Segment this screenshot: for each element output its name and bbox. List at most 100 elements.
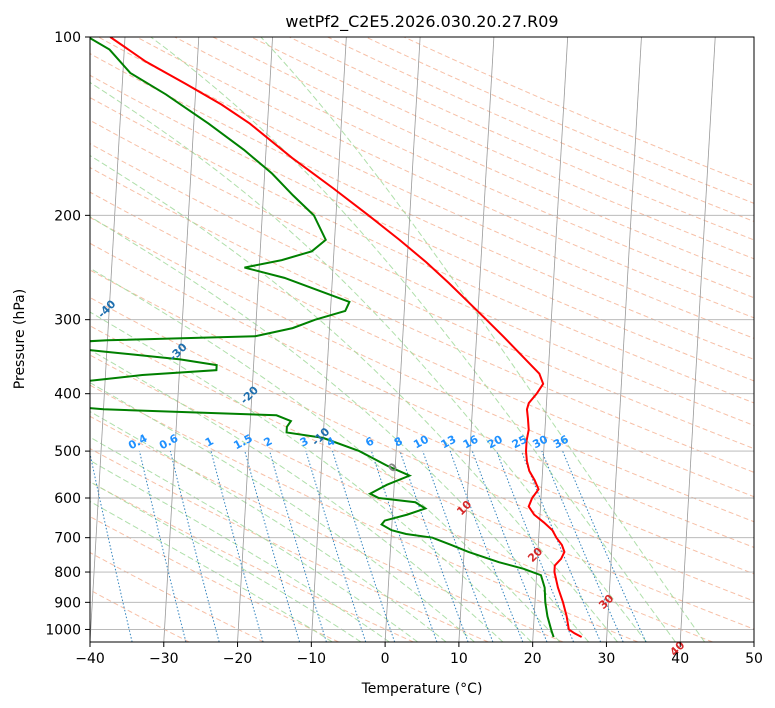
y-tick-label: 600 [54, 491, 81, 507]
isotherm-line [532, 37, 569, 642]
x-tick-label: 20 [524, 651, 542, 667]
y-tick-label: 900 [54, 595, 81, 611]
mixing-ratio-line [370, 450, 438, 642]
mixing-ratio-line [496, 450, 575, 642]
mixing-ratio-label: 20 [485, 433, 505, 452]
moist-adiabat-line [90, 410, 447, 642]
moist-adiabat-line [90, 154, 618, 642]
mixing-ratio-label: 8 [392, 434, 405, 449]
y-tick-label: 200 [54, 208, 81, 224]
moist-adiabat-line [90, 349, 504, 642]
moist-adiabat-line [90, 382, 475, 642]
isotherm-label: 0 [386, 460, 401, 475]
mixing-ratio-line [541, 450, 624, 642]
y-tick-label: 500 [54, 444, 81, 460]
dry-adiabat-line [90, 191, 754, 498]
chart-title: wetPf2_C2E5.2026.030.20.27.R09 [285, 12, 558, 32]
isotherm-line [310, 37, 347, 642]
y-tick-label: 300 [54, 313, 81, 329]
isotherm-label: 20 [525, 545, 545, 565]
isotherm-line [163, 37, 200, 642]
isotherm-line [458, 37, 495, 642]
y-tick-label: 700 [54, 531, 81, 547]
dry-adiabat-line [90, 96, 754, 404]
isotherm-label: 30 [596, 592, 616, 612]
dry-adiabat-line [289, 37, 754, 241]
x-tick-label: 10 [450, 651, 468, 667]
x-axis-title: Temperature (°C) [361, 681, 483, 697]
mixing-ratio-label: 6 [363, 434, 376, 449]
moist-adiabat-line [90, 216, 590, 642]
y-tick-label: 400 [54, 387, 81, 403]
mixing-ratio-line [399, 450, 469, 642]
moist-adiabat-line [90, 436, 419, 642]
dry-adiabat-line [365, 37, 754, 204]
mixing-ratio-line [332, 450, 396, 642]
label-layer: 0.4 0.6 1 1.5 2 3 4 6 8 10 13 16 20 25 30 36-40-30-20-1… [95, 297, 687, 658]
mixing-ratio-line [90, 451, 133, 642]
y-axis-title: Pressure (hPa) [12, 289, 28, 389]
mixing-ratio-label: 0.6 [157, 432, 181, 453]
mixing-ratio-label: 36 [551, 432, 571, 451]
dry-adiabat-line [327, 37, 754, 222]
dry-adiabat-line [90, 269, 754, 575]
plot-frame [89, 36, 755, 643]
mixing-ratio-label: 25 [510, 433, 530, 452]
dry-adiabat-line [90, 143, 754, 450]
moist-adiabat-line [150, 37, 676, 642]
mixing-ratio-label: 1.5 [232, 432, 255, 453]
x-tick-label: 50 [745, 651, 763, 667]
mixing-ratio-label: 10 [411, 433, 431, 452]
mixing-ratio-line [471, 450, 548, 642]
y-tick-label: 1000 [45, 622, 81, 638]
x-tick-label: −30 [149, 651, 179, 667]
dry-adiabat-line [90, 415, 564, 642]
x-tick-label: 0 [381, 651, 390, 667]
mixing-ratio-line [449, 450, 524, 642]
mixing-ratio-label: 13 [439, 433, 459, 452]
mixing-ratio-line [244, 450, 301, 642]
isotherm-line [384, 37, 421, 642]
moist-adiabat-line [90, 481, 362, 642]
mixing-ratio-line [138, 450, 187, 642]
x-tick-label: −20 [223, 651, 253, 667]
mixing-ratio-line [210, 450, 264, 642]
dry-adiabat-line [90, 74, 754, 382]
moist-adiabat-line [90, 459, 390, 642]
dry-adiabat-line [90, 167, 754, 473]
x-tick-label: −40 [75, 651, 105, 667]
x-tick-label: 40 [671, 651, 689, 667]
isotherm-line [753, 635, 754, 642]
dry-adiabat-line [250, 37, 754, 260]
moist-adiabat-line [90, 81, 647, 642]
moist-adiabat-line [90, 500, 333, 642]
y-tick-label: 800 [54, 565, 81, 581]
y-tick-label: 100 [54, 30, 81, 46]
mixing-ratio-label: 1 [203, 434, 216, 449]
dry-adiabat-line [403, 37, 754, 187]
isotherm-label: -20 [238, 383, 261, 406]
dry-adiabat-line [90, 119, 754, 427]
mixing-ratio-label: 30 [530, 432, 550, 451]
dewpoint-profile-line [90, 37, 555, 638]
plot-area [90, 37, 754, 642]
moist-adiabat-line [90, 311, 532, 642]
moist-adiabat-line [90, 267, 561, 642]
temperature-profile-line [109, 37, 583, 638]
isotherm-line [606, 37, 642, 642]
dry-adiabat-line [90, 516, 339, 642]
x-tick-label: 30 [598, 651, 616, 667]
isotherm-label: 10 [454, 498, 474, 518]
dry-adiabat-line [136, 37, 754, 319]
mixing-ratio-line [520, 450, 602, 642]
dry-adiabat-line [98, 37, 754, 339]
dry-adiabat-line [90, 53, 754, 360]
dry-adiabat-line [174, 37, 754, 299]
mixing-ratio-label: 2 [262, 434, 275, 449]
isotherm-line [679, 37, 716, 642]
x-tick-label: −10 [297, 651, 327, 667]
mixing-ratio-line [169, 450, 220, 642]
mixing-ratio-line [562, 450, 647, 642]
dry-adiabat-line [90, 481, 414, 642]
